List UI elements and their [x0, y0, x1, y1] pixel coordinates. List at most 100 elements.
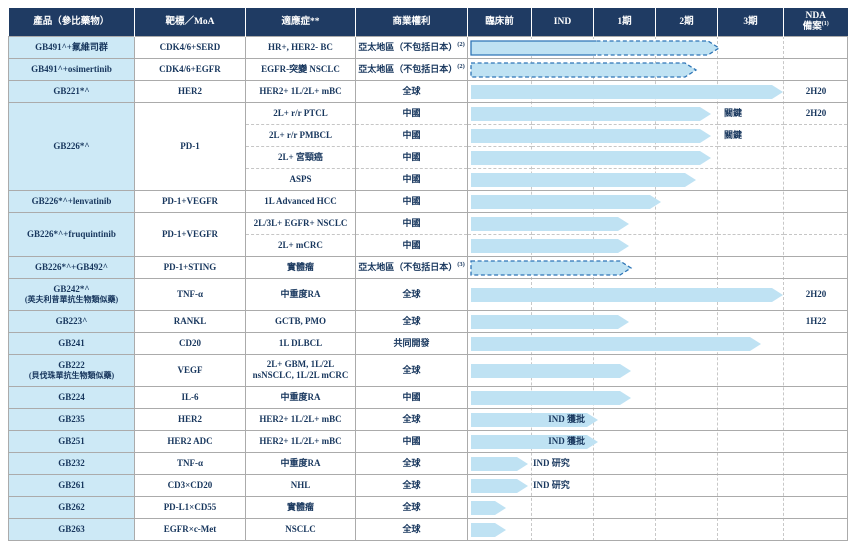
indication-cell: 2L+ mCRC [245, 233, 356, 256]
chart-cell: IND 獲批 [467, 429, 848, 452]
product-cell: GB242*^ (英夫利昔單抗生物類似藥) [8, 277, 135, 310]
nda-date: 2H20 [805, 85, 827, 96]
rights-text: 全球 [402, 85, 421, 96]
header-row: 產品（參比藥物） 靶標／MoA 適應症** 商業權利 臨床前 IND 1期 2期… [8, 8, 848, 36]
chart-cell [467, 211, 848, 234]
pipeline-table: 產品（參比藥物） 靶標／MoA 適應症** 商業權利 臨床前 IND 1期 2期… [8, 8, 848, 541]
ind-status-label: IND 獲批 [548, 413, 585, 424]
chart-cell [467, 57, 848, 80]
indication-cell: 中重度RA [245, 385, 356, 408]
product-name: GB261 [58, 479, 85, 490]
product-name: GB241 [58, 337, 85, 348]
rights-text: 中國 [402, 195, 421, 206]
chart-cell: IND 獲批 [467, 407, 848, 430]
indication-cell: 1L Advanced HCC [245, 189, 356, 212]
indication-cell: 中重度RA [245, 451, 356, 474]
rights-cell: 全球 [355, 407, 468, 430]
moa-cell: CDK4/6+EGFR [134, 57, 246, 80]
indication-cell: HER2+ 1L/2L+ mBC [245, 429, 356, 452]
rights-text: 亞太地區（不包括日本） [358, 64, 458, 75]
nda-date: 1H22 [805, 315, 827, 326]
product-name: GB224 [58, 391, 85, 402]
product-cell: GB226*^ [8, 101, 135, 190]
indication-cell: GCTB, PMO [245, 309, 356, 332]
header-rights: 商業權利 [355, 8, 468, 36]
header-phase-ind: IND [531, 8, 594, 36]
indication-cell: HER2+ 1L/2L+ mBC [245, 79, 356, 102]
indication-cell: 實體瘤 [245, 495, 356, 518]
product-name: GB491^+osimertinib [31, 63, 112, 74]
chart-cell [467, 233, 848, 256]
pipeline-row: 2L+ mCRC 中國 [9, 233, 848, 256]
rights-text: 中國 [402, 217, 421, 228]
rights-footnote: (3) [457, 261, 465, 269]
ind-status-label: IND 獲批 [548, 435, 585, 446]
rights-cell: 亞太地區（不包括日本）(3) [355, 255, 468, 278]
progress-bar [471, 106, 711, 121]
rights-cell: 全球 [355, 79, 468, 102]
pipeline-row: GB263 EGFR×c-Met NSCLC 全球 [8, 517, 848, 541]
chart-cell [467, 145, 848, 168]
chart-cell [467, 385, 848, 408]
rights-text: 共同開發 [393, 337, 430, 348]
moa-cell: TNF-α [134, 277, 246, 310]
progress-bar [470, 61, 698, 78]
product-name: GB226*^ [53, 140, 90, 151]
rights-cell: 中國 [355, 429, 468, 452]
product-cell: GB263 [8, 517, 135, 541]
chart-cell: 關鍵 2H20 [467, 101, 848, 124]
product-name: GB232 [58, 457, 85, 468]
rights-text: 亞太地區（不包括日本） [358, 42, 458, 53]
product-cell: GB223^ [8, 309, 135, 332]
rights-text: 全球 [402, 413, 421, 424]
pipeline-row: GB251 HER2 ADC HER2+ 1L/2L+ mBC 中國 IND 獲批 [8, 429, 848, 452]
rights-text: 中國 [402, 107, 421, 118]
product-cell: GB226*^+fruquintinib [8, 211, 135, 256]
rights-text: 中國 [402, 129, 421, 140]
rights-text: 中國 [402, 173, 421, 184]
moa-cell: TNF-α [134, 451, 246, 474]
rights-text: 全球 [402, 457, 421, 468]
pipeline-row: GB226*^+GB492^ PD-1+STING 實體瘤 亞太地區（不包括日本）(3… [8, 255, 848, 278]
rights-cell: 全球 [355, 473, 468, 496]
rights-text: 全球 [402, 288, 421, 299]
rights-text: 中國 [402, 391, 421, 402]
header-nda-line1: NDA [805, 10, 827, 21]
product-name: GB221*^ [53, 85, 90, 96]
chart-cell: 關鍵 [467, 123, 848, 146]
progress-bar [471, 84, 783, 99]
chart-cell [467, 167, 848, 190]
pipeline-row: GB491^+osimertinib CDK4/6+EGFR EGFR-突變 NSC… [8, 57, 848, 80]
moa-cell: PD-1+STING [134, 255, 246, 278]
chart-cell: 2H20 [467, 79, 848, 102]
product-cell: GB262 [8, 495, 135, 518]
progress-bar [471, 314, 629, 329]
rights-cell: 中國 [355, 123, 468, 146]
moa-cell: PD-L1×CD55 [134, 495, 246, 518]
progress-bar [471, 150, 711, 165]
indication-cell: HER2+ 1L/2L+ mBC [245, 407, 356, 430]
progress-bar [471, 363, 631, 378]
pipeline-row: GB222 (貝伐珠單抗生物類似藥) VEGF 2L+ GBM, 1L/2L nsNS… [8, 353, 848, 386]
rights-cell: 共同開發 [355, 331, 468, 354]
indication-cell: 2L/3L+ EGFR+ NSCLC [245, 211, 356, 234]
chart-cell [467, 353, 848, 386]
rights-cell: 中國 [355, 189, 468, 212]
indication-cell: NSCLC [245, 517, 356, 541]
indication-cell: 2L+ 宮頸癌 [245, 145, 356, 168]
pipeline-row: ASPS 中國 [9, 167, 848, 190]
product-cell: GB491^+氟維司群 [8, 35, 135, 58]
chart-cell [467, 189, 848, 212]
moa-cell: CDK4/6+SERD [134, 35, 246, 58]
progress-bar [471, 128, 711, 143]
moa-cell: HER2 ADC [134, 429, 246, 452]
progress-bar [471, 478, 528, 493]
chart-cell [467, 35, 848, 58]
progress-bar [471, 216, 629, 231]
pipeline-row: GB226*^+fruquintinib PD-1+VEGFR 2L/3L+ EGF… [8, 211, 848, 256]
chart-cell: 1H22 [467, 309, 848, 332]
indication-cell: 實體瘤 [245, 255, 356, 278]
chart-cell: IND 研究 [467, 473, 848, 496]
progress-bar [471, 456, 528, 471]
pipeline-row: GB221*^ HER2 HER2+ 1L/2L+ mBC 全球 2H20 [8, 79, 848, 102]
